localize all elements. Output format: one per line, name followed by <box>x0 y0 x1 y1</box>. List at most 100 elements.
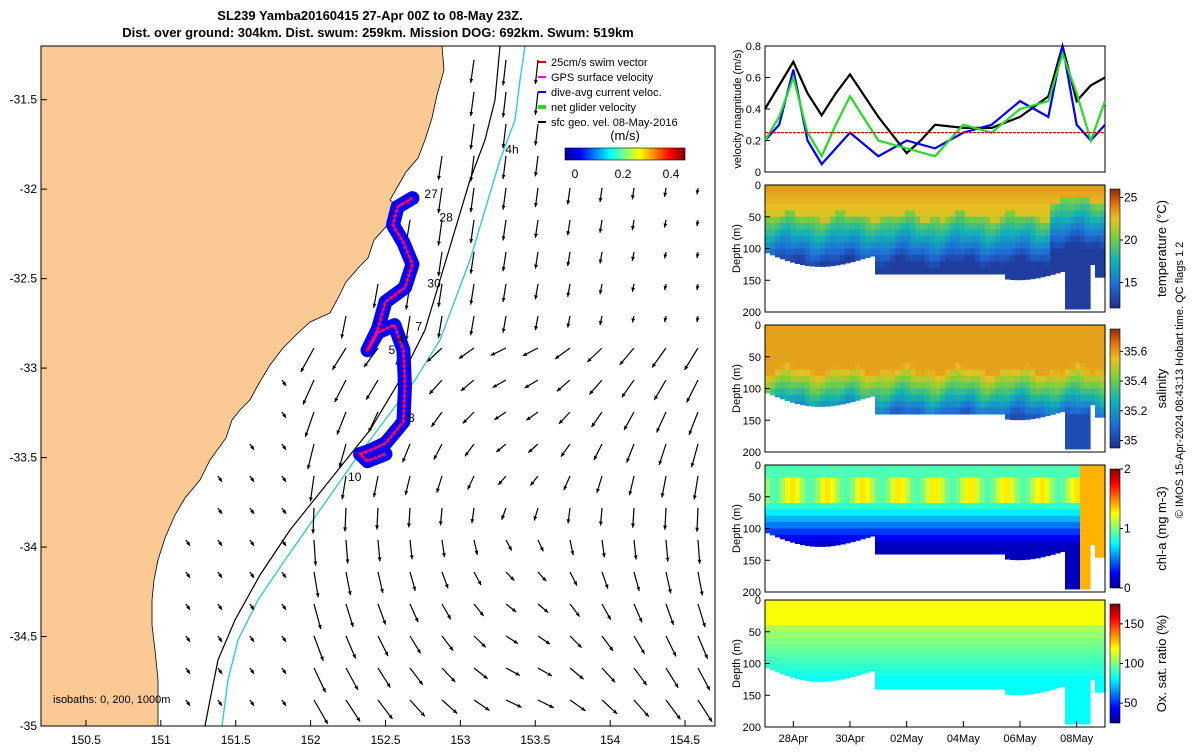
section-cell <box>1095 369 1101 377</box>
section-cell <box>1005 484 1011 491</box>
section-cell <box>915 644 921 652</box>
section-cell <box>875 619 881 626</box>
section-cell <box>765 216 771 224</box>
section-cell <box>1050 210 1056 218</box>
section-cell <box>975 541 981 549</box>
vector-arrow <box>470 123 475 150</box>
section-cell <box>965 191 971 199</box>
section-cell <box>935 528 941 536</box>
section-cell <box>975 465 981 472</box>
section-cell <box>810 631 816 639</box>
section-cell <box>900 229 906 237</box>
section-cell <box>1100 688 1106 693</box>
section-cell <box>795 388 801 396</box>
section-cell <box>1070 663 1076 671</box>
vector-arrowhead <box>386 683 391 688</box>
depth-tick-label: 200 <box>743 307 761 319</box>
section-cell <box>770 350 776 358</box>
section-cell <box>1085 503 1091 511</box>
section-cell <box>785 669 791 677</box>
section-cell <box>905 600 911 607</box>
section-cell <box>815 229 821 237</box>
vector-arrowhead <box>250 605 254 610</box>
map-colorbar-ticks: 0 0.2 0.4 <box>572 167 680 181</box>
section-cell <box>905 337 911 345</box>
section-cell <box>825 541 831 547</box>
section-cell <box>875 465 881 472</box>
section-cell <box>1055 204 1061 211</box>
section-cell <box>855 477 861 485</box>
section-cell <box>790 465 796 472</box>
section-cell <box>980 375 986 383</box>
section-cell <box>900 496 906 504</box>
section-cell <box>925 496 931 504</box>
vector-arrowhead <box>663 192 668 197</box>
section-cell <box>1015 625 1021 633</box>
section-cell <box>830 515 836 523</box>
section-cell <box>870 657 876 665</box>
section-cell <box>1000 223 1006 231</box>
colorbar-tick-label: 100 <box>1124 657 1144 671</box>
section-cell <box>925 210 931 218</box>
section-cell <box>865 223 871 231</box>
section-cell <box>1015 547 1021 555</box>
section-cell <box>1100 490 1106 498</box>
section-cell <box>1070 477 1076 485</box>
section-cell <box>790 242 796 250</box>
section-cell <box>865 612 871 620</box>
section-cell <box>1095 344 1101 351</box>
section-cell <box>915 401 921 409</box>
section-cell <box>835 503 841 511</box>
vector-arrowhead <box>511 607 517 612</box>
section-cell <box>1025 625 1031 633</box>
section-cell <box>985 625 991 633</box>
section-cell <box>1060 382 1066 390</box>
section-cell <box>1080 720 1086 725</box>
section-cell <box>875 688 881 690</box>
section-cell <box>845 337 851 345</box>
section-cell <box>1100 363 1106 371</box>
section-cell <box>895 375 901 383</box>
section-cell <box>1070 606 1076 614</box>
section-cell <box>1045 522 1051 530</box>
section-cell <box>785 210 791 218</box>
section-cell <box>825 401 831 407</box>
section-cell <box>1075 650 1081 658</box>
section-cell <box>990 197 996 205</box>
section-cell <box>990 382 996 390</box>
section-cell <box>785 509 791 517</box>
section-cell <box>1065 688 1071 696</box>
section-cell <box>1040 413 1046 418</box>
section-cell <box>860 503 866 511</box>
vector-arrow <box>697 699 713 723</box>
section-cell <box>805 337 811 345</box>
section-cell <box>980 477 986 485</box>
section-cell <box>875 261 881 269</box>
section-cell <box>965 185 971 192</box>
section-cell <box>875 235 881 243</box>
section-cell <box>965 669 971 677</box>
vector-arrowhead <box>469 269 474 274</box>
section-cell <box>1075 299 1081 307</box>
section-cell <box>1000 197 1006 205</box>
vector-arrow <box>437 187 443 214</box>
section-cell <box>870 344 876 351</box>
section-cell <box>875 223 881 231</box>
section-cell <box>870 216 876 224</box>
section-cell <box>945 515 951 523</box>
section-cell <box>815 619 821 626</box>
section-cell <box>1045 650 1051 658</box>
section-cell <box>1100 382 1106 390</box>
section-cell <box>785 254 791 262</box>
section-cell <box>970 669 976 677</box>
section-cell <box>785 369 791 377</box>
section-cell <box>950 261 956 269</box>
section-cell <box>1070 223 1076 231</box>
section-cell <box>855 650 861 658</box>
section-cell <box>1080 273 1086 281</box>
section-cell <box>1000 534 1006 542</box>
section-cell <box>780 254 786 260</box>
section-cell <box>960 394 966 402</box>
section-cell <box>1045 191 1051 199</box>
